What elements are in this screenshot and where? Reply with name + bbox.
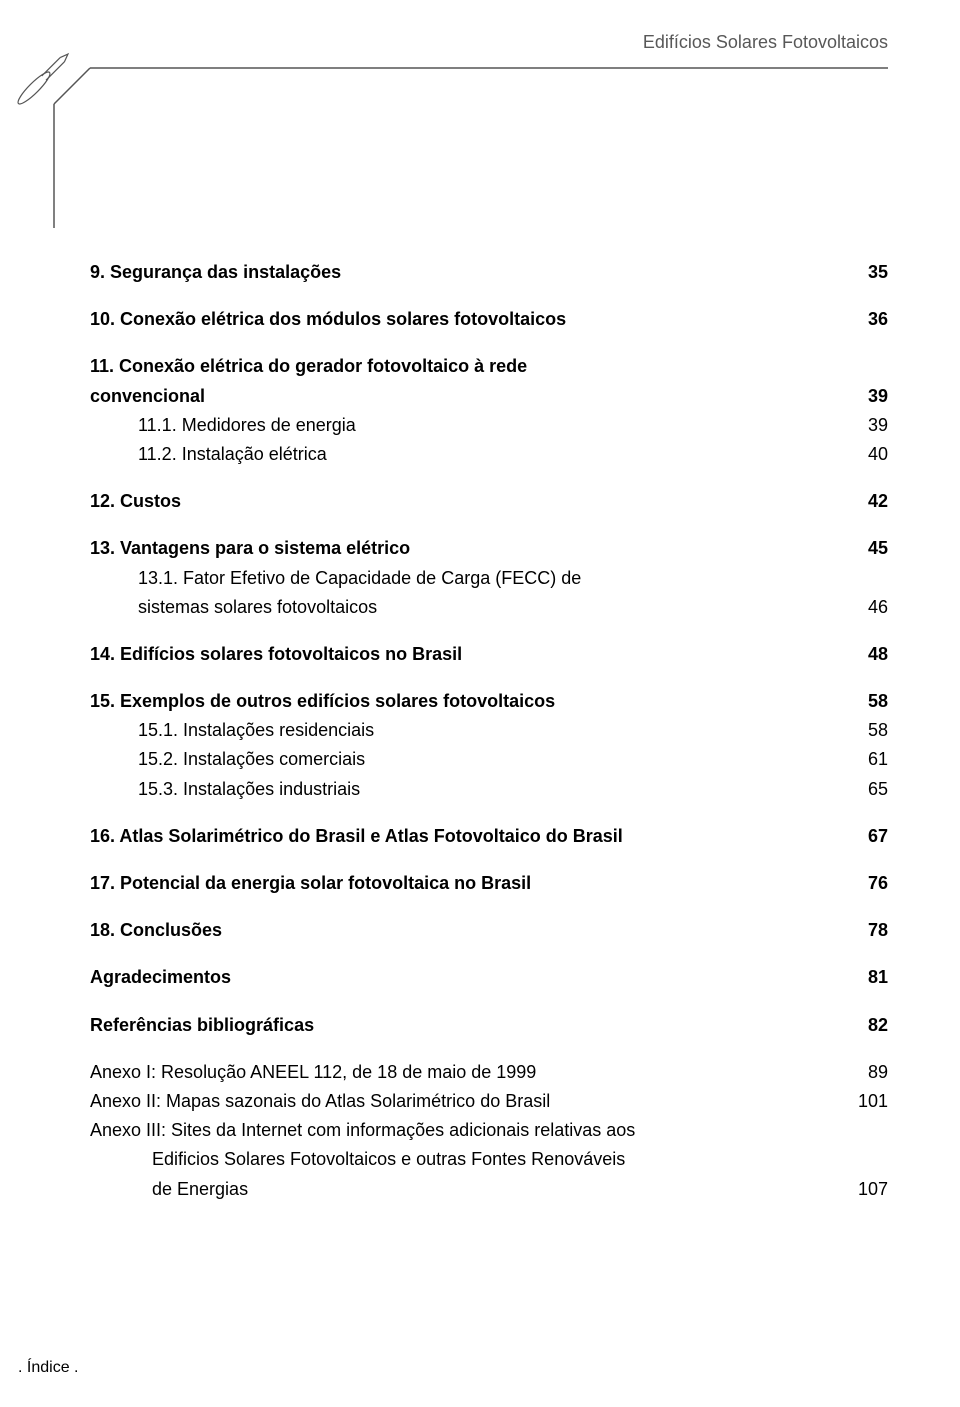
toc-entry: 13. Vantagens para o sistema elétrico45 xyxy=(90,536,888,561)
toc-entry-label: de Energias xyxy=(90,1177,838,1202)
toc-entry-label: 11.2. Instalação elétrica xyxy=(90,442,838,467)
page-footer: . Índice . xyxy=(18,1359,78,1377)
toc-entry-label: 12. Custos xyxy=(90,489,838,514)
toc-entry: convencional39 xyxy=(90,384,888,409)
toc-entry: 15.2. Instalações comerciais61 xyxy=(90,747,888,772)
toc-entry: 13.1. Fator Efetivo de Capacidade de Car… xyxy=(90,566,888,591)
toc-entry: Anexo III: Sites da Internet com informa… xyxy=(90,1118,888,1143)
toc-entry-label: 11.1. Medidores de energia xyxy=(90,413,838,438)
toc-entry-label: 14. Edifícios solares fotovoltaicos no B… xyxy=(90,642,838,667)
toc-entry: 15.3. Instalações industriais65 xyxy=(90,777,888,802)
toc-entry-label: Anexo II: Mapas sazonais do Atlas Solari… xyxy=(90,1089,838,1114)
toc-entry-page: 61 xyxy=(838,747,888,772)
page-header: Edifícios Solares Fotovoltaicos xyxy=(643,32,888,53)
toc-entry: 11. Conexão elétrica do gerador fotovolt… xyxy=(90,354,888,379)
toc-entry-page: 82 xyxy=(838,1013,888,1038)
toc-entry-page: 42 xyxy=(838,489,888,514)
toc-entry-label: 16. Atlas Solarimétrico do Brasil e Atla… xyxy=(90,824,838,849)
toc-entry-label: sistemas solares fotovoltaicos xyxy=(90,595,838,620)
toc-entry-page: 89 xyxy=(838,1060,888,1085)
toc-entry-label: 13. Vantagens para o sistema elétrico xyxy=(90,536,838,561)
toc-entry-page: 48 xyxy=(838,642,888,667)
toc-entry: 10. Conexão elétrica dos módulos solares… xyxy=(90,307,888,332)
toc-entry: 17. Potencial da energia solar fotovolta… xyxy=(90,871,888,896)
toc-entry: Referências bibliográficas82 xyxy=(90,1013,888,1038)
toc-entry-label: Agradecimentos xyxy=(90,965,838,990)
toc-entry: 16. Atlas Solarimétrico do Brasil e Atla… xyxy=(90,824,888,849)
toc-entry-label: 11. Conexão elétrica do gerador fotovolt… xyxy=(90,354,838,379)
toc-content: 9. Segurança das instalações3510. Conexã… xyxy=(90,260,888,1206)
toc-entry: 15. Exemplos de outros edifícios solares… xyxy=(90,689,888,714)
toc-entry-page: 101 xyxy=(838,1089,888,1114)
toc-entry-label: 15.2. Instalações comerciais xyxy=(90,747,838,772)
toc-entry-label: Anexo I: Resolução ANEEL 112, de 18 de m… xyxy=(90,1060,838,1085)
toc-entry: Edificios Solares Fotovoltaicos e outras… xyxy=(90,1147,888,1172)
toc-entry-label: 18. Conclusões xyxy=(90,918,838,943)
toc-entry: 15.1. Instalações residenciais58 xyxy=(90,718,888,743)
toc-entry-label: 15.1. Instalações residenciais xyxy=(90,718,838,743)
toc-entry-page: 45 xyxy=(838,536,888,561)
toc-entry-page: 36 xyxy=(838,307,888,332)
toc-entry: 11.2. Instalação elétrica40 xyxy=(90,442,888,467)
toc-entry-label: Edificios Solares Fotovoltaicos e outras… xyxy=(90,1147,838,1172)
toc-entry-page: 67 xyxy=(838,824,888,849)
toc-entry-label: 17. Potencial da energia solar fotovolta… xyxy=(90,871,838,896)
toc-entry-page: 78 xyxy=(838,918,888,943)
toc-entry-page: 46 xyxy=(838,595,888,620)
toc-entry: 12. Custos42 xyxy=(90,489,888,514)
toc-entry-page: 81 xyxy=(838,965,888,990)
toc-entry-label: 15. Exemplos de outros edifícios solares… xyxy=(90,689,838,714)
toc-entry: Agradecimentos81 xyxy=(90,965,888,990)
corner-decoration xyxy=(18,68,118,168)
toc-entry: 11.1. Medidores de energia39 xyxy=(90,413,888,438)
toc-entry-label: 15.3. Instalações industriais xyxy=(90,777,838,802)
toc-entry-page: 76 xyxy=(838,871,888,896)
toc-entry-label: Anexo III: Sites da Internet com informa… xyxy=(90,1118,838,1143)
toc-entry: Anexo I: Resolução ANEEL 112, de 18 de m… xyxy=(90,1060,888,1085)
toc-entry-page: 107 xyxy=(838,1177,888,1202)
toc-entry-page: 40 xyxy=(838,442,888,467)
toc-entry-page: 39 xyxy=(838,384,888,409)
toc-entry: Anexo II: Mapas sazonais do Atlas Solari… xyxy=(90,1089,888,1114)
toc-entry-page: 58 xyxy=(838,718,888,743)
toc-entry-label: Referências bibliográficas xyxy=(90,1013,838,1038)
toc-entry: sistemas solares fotovoltaicos46 xyxy=(90,595,888,620)
toc-entry-label: convencional xyxy=(90,384,838,409)
toc-entry-page: 39 xyxy=(838,413,888,438)
toc-entry-page: 65 xyxy=(838,777,888,802)
toc-entry-label: 13.1. Fator Efetivo de Capacidade de Car… xyxy=(90,566,838,591)
toc-entry: 18. Conclusões78 xyxy=(90,918,888,943)
toc-entry-page: 35 xyxy=(838,260,888,285)
toc-entry: 9. Segurança das instalações35 xyxy=(90,260,888,285)
toc-entry: de Energias107 xyxy=(90,1177,888,1202)
toc-entry-label: 10. Conexão elétrica dos módulos solares… xyxy=(90,307,838,332)
toc-entry-page: 58 xyxy=(838,689,888,714)
toc-entry-label: 9. Segurança das instalações xyxy=(90,260,838,285)
toc-entry: 14. Edifícios solares fotovoltaicos no B… xyxy=(90,642,888,667)
